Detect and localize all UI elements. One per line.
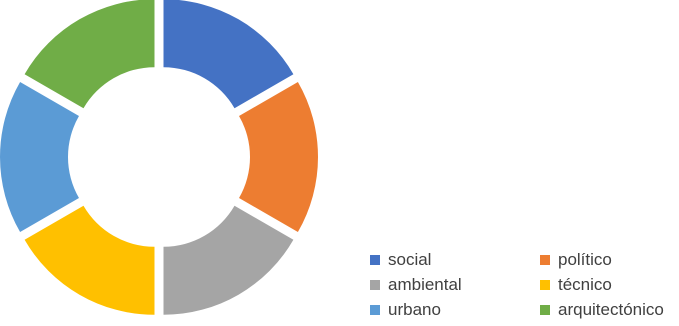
- donut-slice-arquitectonico: [24, 0, 155, 109]
- legend-item-arquitectonico: arquitectónico: [540, 300, 679, 320]
- legend-swatch-tecnico: [540, 280, 550, 290]
- legend-label-tecnico: técnico: [558, 275, 612, 294]
- chart-legend: social político ambiental técnico urbano…: [370, 250, 679, 320]
- legend-label-arquitectonico: arquitectónico: [558, 300, 664, 319]
- legend-swatch-ambiental: [370, 280, 380, 290]
- legend-item-urbano: urbano: [370, 300, 540, 320]
- legend-label-social: social: [388, 250, 432, 269]
- donut-slice-ambiental: [163, 205, 294, 315]
- legend-label-politico: político: [558, 250, 612, 269]
- legend-label-ambiental: ambiental: [388, 275, 462, 294]
- legend-item-social: social: [370, 250, 540, 270]
- donut-slice-social: [163, 0, 294, 109]
- legend-item-ambiental: ambiental: [370, 275, 540, 295]
- donut-slice-tecnico: [24, 205, 155, 315]
- donut-slice-urbano: [0, 82, 79, 232]
- legend-item-politico: político: [540, 250, 679, 270]
- legend-label-urbano: urbano: [388, 300, 441, 319]
- legend-item-tecnico: técnico: [540, 275, 679, 295]
- legend-swatch-urbano: [370, 305, 380, 315]
- legend-swatch-social: [370, 255, 380, 265]
- legend-swatch-arquitectonico: [540, 305, 550, 315]
- donut-chart: [0, 0, 318, 315]
- legend-swatch-politico: [540, 255, 550, 265]
- donut-slice-politico: [239, 82, 318, 232]
